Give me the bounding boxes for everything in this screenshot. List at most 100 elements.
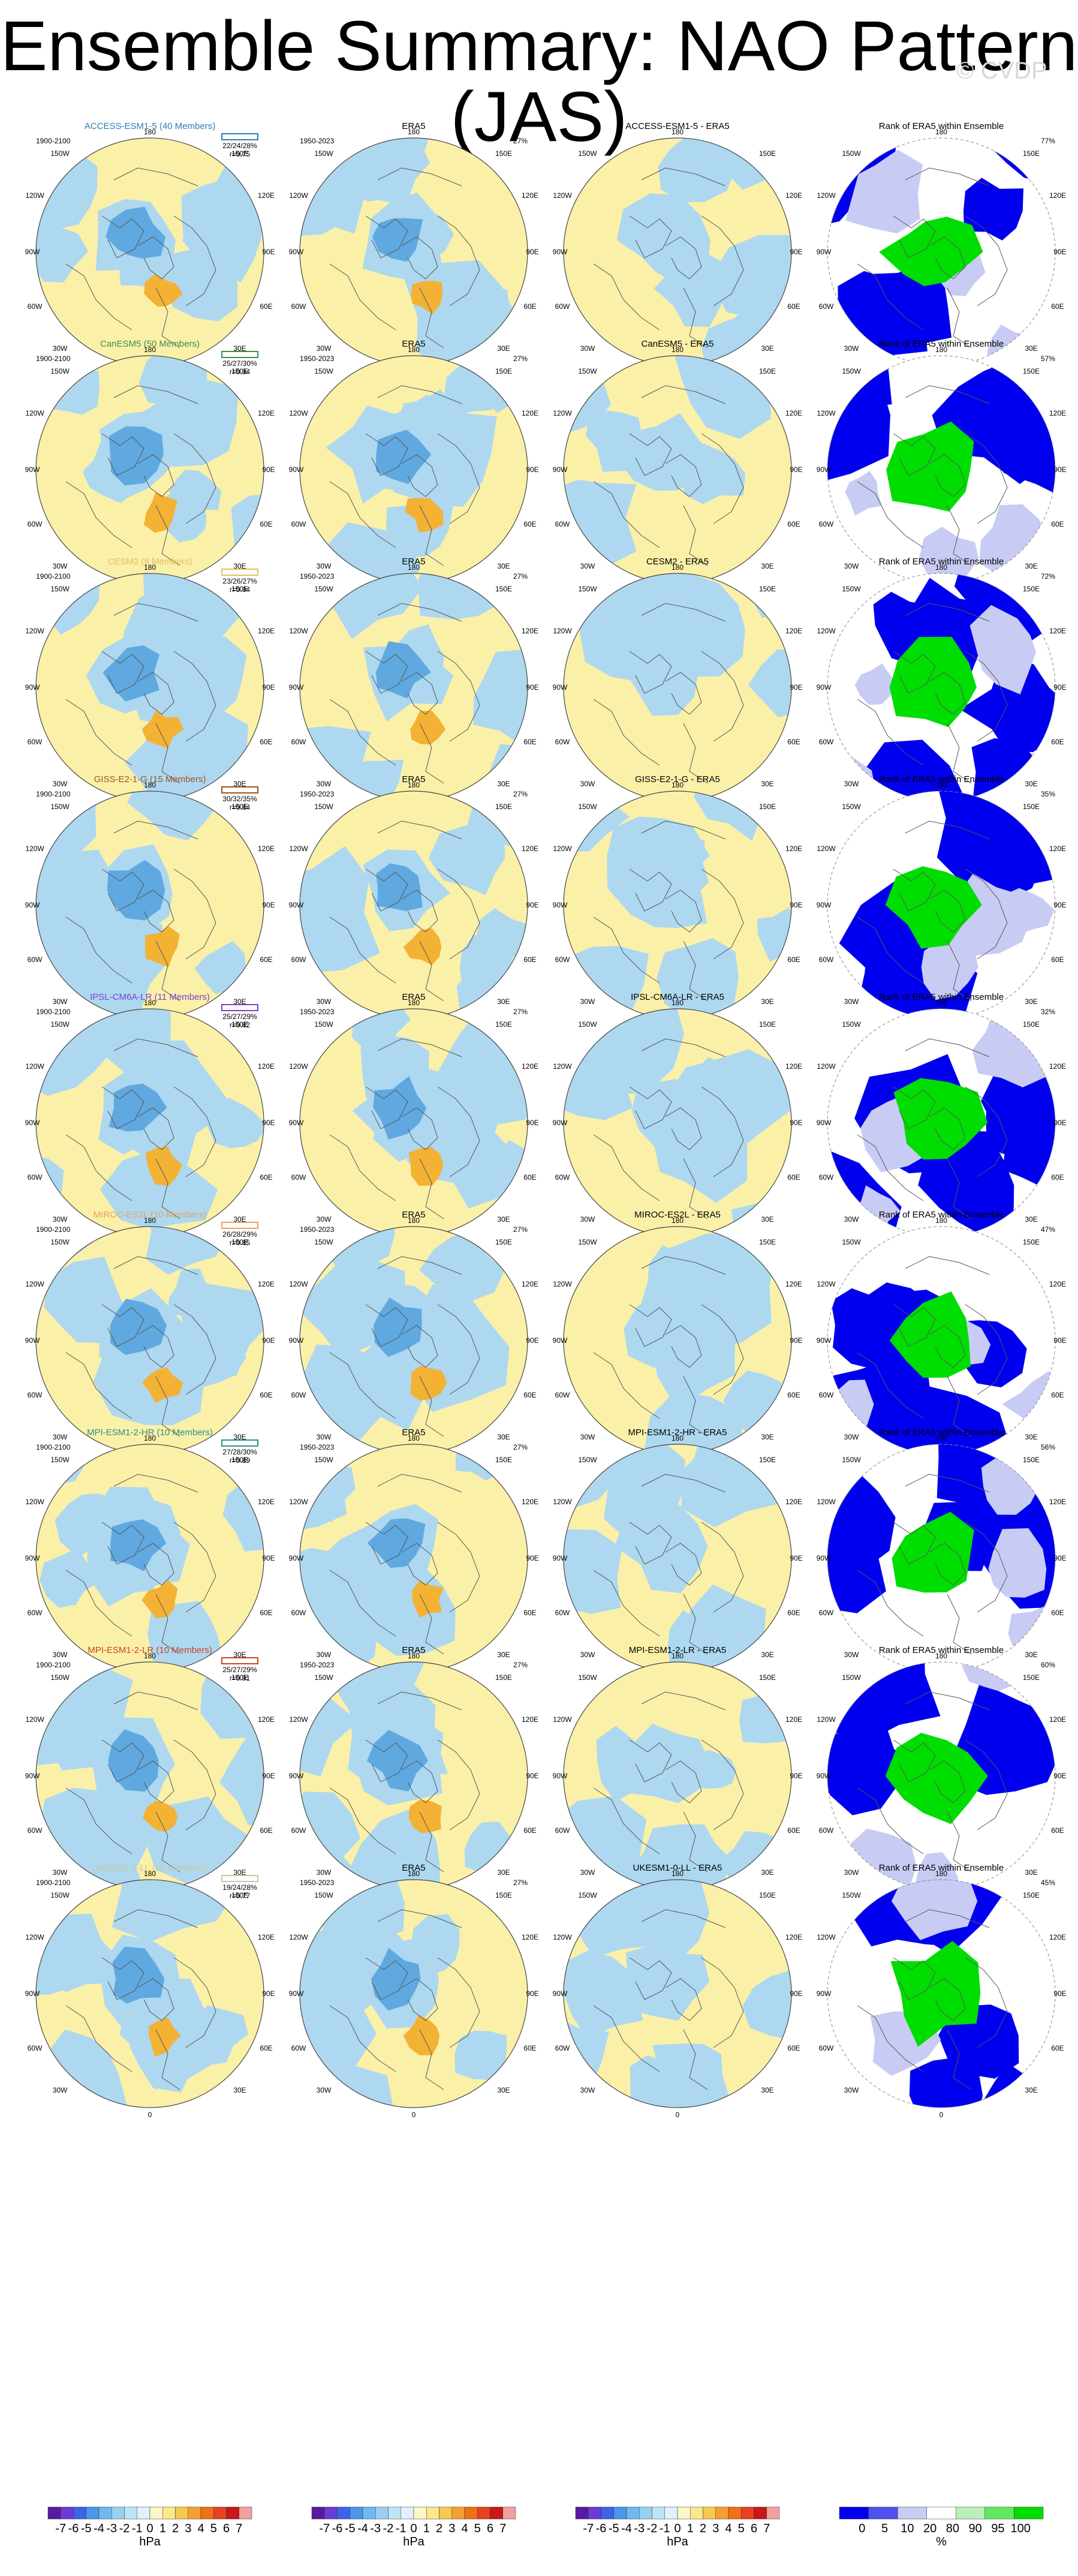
coastline xyxy=(857,263,924,330)
coastline xyxy=(641,820,726,840)
coastline xyxy=(947,2029,972,2090)
obs-map-lon-label-6: 90W xyxy=(289,683,304,692)
pattern-correlation: r=0.77 xyxy=(230,1892,251,1900)
coastline xyxy=(101,651,144,694)
coastline xyxy=(437,1304,480,1395)
obs-title: ERA5 xyxy=(402,1863,425,1873)
obs-map-lon-label-8: 60W xyxy=(291,1826,306,1835)
map-d0 xyxy=(563,137,792,366)
rank-map-lon-label-9: 60E xyxy=(1051,738,1064,746)
coastline xyxy=(173,1739,216,1830)
model-map-lon-label-7: 90E xyxy=(262,1772,275,1780)
coastline xyxy=(641,167,726,187)
model-map-lon-label-10: 30W xyxy=(53,562,68,570)
coastline xyxy=(173,1957,216,2048)
rank-map-lon-label-11: 30E xyxy=(1025,344,1037,353)
colorbar-hpa-1-tick: 4 xyxy=(197,2522,204,2535)
model-map-lon-label-7: 90E xyxy=(262,1989,275,1998)
colorbar-hpa-1-swatch xyxy=(226,2506,239,2520)
model-map-lon-label-8: 60W xyxy=(28,1609,43,1617)
rank-map-lon-label-5: 120E xyxy=(1049,191,1066,200)
model-map-lon-label-5: 120E xyxy=(258,627,275,635)
diff-map-lon-label-7: 90E xyxy=(790,1554,802,1562)
diff-map-lon-label-9: 60E xyxy=(787,2044,800,2052)
model-map-lon-label-3: 150E xyxy=(231,1891,248,1899)
obs-map-lon-label-0: 180 xyxy=(408,128,420,136)
diff-map-lon-label-9: 60E xyxy=(787,302,800,311)
model-map-lon-label-4: 120W xyxy=(25,1280,44,1288)
coastline xyxy=(65,1787,133,1854)
field-negative xyxy=(631,1079,706,1146)
diff-map-lon-label-11: 30E xyxy=(761,997,773,1006)
colorbar-hpa-2-tick: 2 xyxy=(436,2522,442,2535)
model-map-lon-label-9: 60E xyxy=(260,1173,272,1182)
field-negative-strong xyxy=(103,645,159,702)
field-negative-strong xyxy=(110,1519,167,1571)
model-map-lon-label-5: 120E xyxy=(258,1280,275,1288)
diff-map-lon-label-6: 90W xyxy=(553,1989,568,1998)
obs-years: 1950-2023 xyxy=(300,1878,335,1887)
colorbar-rank-unit: % xyxy=(936,2535,947,2548)
coastline xyxy=(665,1543,702,1586)
coastline xyxy=(593,481,660,548)
coastline xyxy=(365,1522,408,1565)
colorbar-hpa-1-swatch xyxy=(188,2506,201,2520)
rank-low-region xyxy=(943,814,1045,901)
coastline xyxy=(629,1086,672,1129)
summary-box-plot xyxy=(221,1657,258,1664)
coastline xyxy=(101,1957,144,2000)
rank-map-lon-label-7: 90E xyxy=(1053,248,1066,256)
model-map-lon-label-9: 60E xyxy=(260,1826,272,1835)
coastline xyxy=(701,1086,744,1177)
coastline xyxy=(665,454,702,497)
colorbar-hpa-2-unit: hPa xyxy=(403,2535,424,2548)
rank-mid-region xyxy=(988,1528,1047,1598)
coastline xyxy=(665,1978,702,2021)
colorbar-hpa-2-tick: 1 xyxy=(423,2522,430,2535)
colorbar-hpa-2-swatch xyxy=(401,2506,414,2520)
field-negative-strong xyxy=(109,426,164,486)
coastline xyxy=(437,1739,480,1830)
diff-map-lon-label-5: 120E xyxy=(785,1062,802,1071)
model-map-lon-label-10: 30W xyxy=(53,1868,68,1877)
field-negative xyxy=(625,1944,710,2021)
model-map-lon-label-2: 150W xyxy=(50,1891,70,1899)
rank-map-r0 xyxy=(827,137,1056,366)
colorbar-hpa-1-tick: -5 xyxy=(81,2522,92,2535)
obs-map-lon-label-11: 30E xyxy=(497,2086,510,2094)
rank-map-lon-label-2: 150W xyxy=(842,1673,861,1682)
rank-title: Rank of ERA5 within Ensemble xyxy=(879,992,1004,1002)
model-map-lon-label-1: 0 xyxy=(148,2111,152,2119)
coastline xyxy=(641,1038,726,1057)
model-years: 1900-2100 xyxy=(36,1878,71,1887)
diff-map-lon-label-3: 150E xyxy=(759,802,776,811)
diff-map-lon-label-10: 30W xyxy=(580,562,595,570)
colorbar-hpa-1-swatch xyxy=(175,2506,188,2520)
colorbar-hpa-2-tick: 6 xyxy=(487,2522,493,2535)
coastline xyxy=(155,723,180,784)
rank-mid-region xyxy=(827,758,876,801)
model-map-lon-label-2: 150W xyxy=(50,802,70,811)
field-negative xyxy=(564,1042,633,1120)
model-map-lon-label-3: 150E xyxy=(231,802,248,811)
pattern-correlation: r=0.94 xyxy=(230,585,251,594)
colorbar-hpa-3-tick: -7 xyxy=(583,2522,594,2535)
field-negative-strong xyxy=(371,1947,421,2011)
rank-map-lon-label-4: 120W xyxy=(817,1280,836,1288)
rank-map-lon-label-8: 60W xyxy=(819,2044,834,2052)
coastline xyxy=(665,1760,702,1803)
coastline xyxy=(113,1909,198,1928)
coastline xyxy=(641,603,726,622)
rank-map-lon-label-2: 150W xyxy=(842,1020,861,1029)
field-negative xyxy=(476,908,528,961)
rank-map-lon-label-0: 180 xyxy=(935,781,947,789)
obs-map-lon-label-2: 150W xyxy=(314,1891,333,1899)
coastline xyxy=(857,699,924,766)
model-map-lon-label-2: 150W xyxy=(50,149,70,158)
model-map-lon-label-4: 120W xyxy=(25,1062,44,1071)
field-positive-strong xyxy=(148,2017,181,2057)
field-positive-strong xyxy=(143,492,177,533)
rank-map-lon-label-11: 30E xyxy=(1025,1215,1037,1224)
obs-title: ERA5 xyxy=(402,774,425,784)
diff-map-lon-label-0: 180 xyxy=(672,1434,683,1442)
